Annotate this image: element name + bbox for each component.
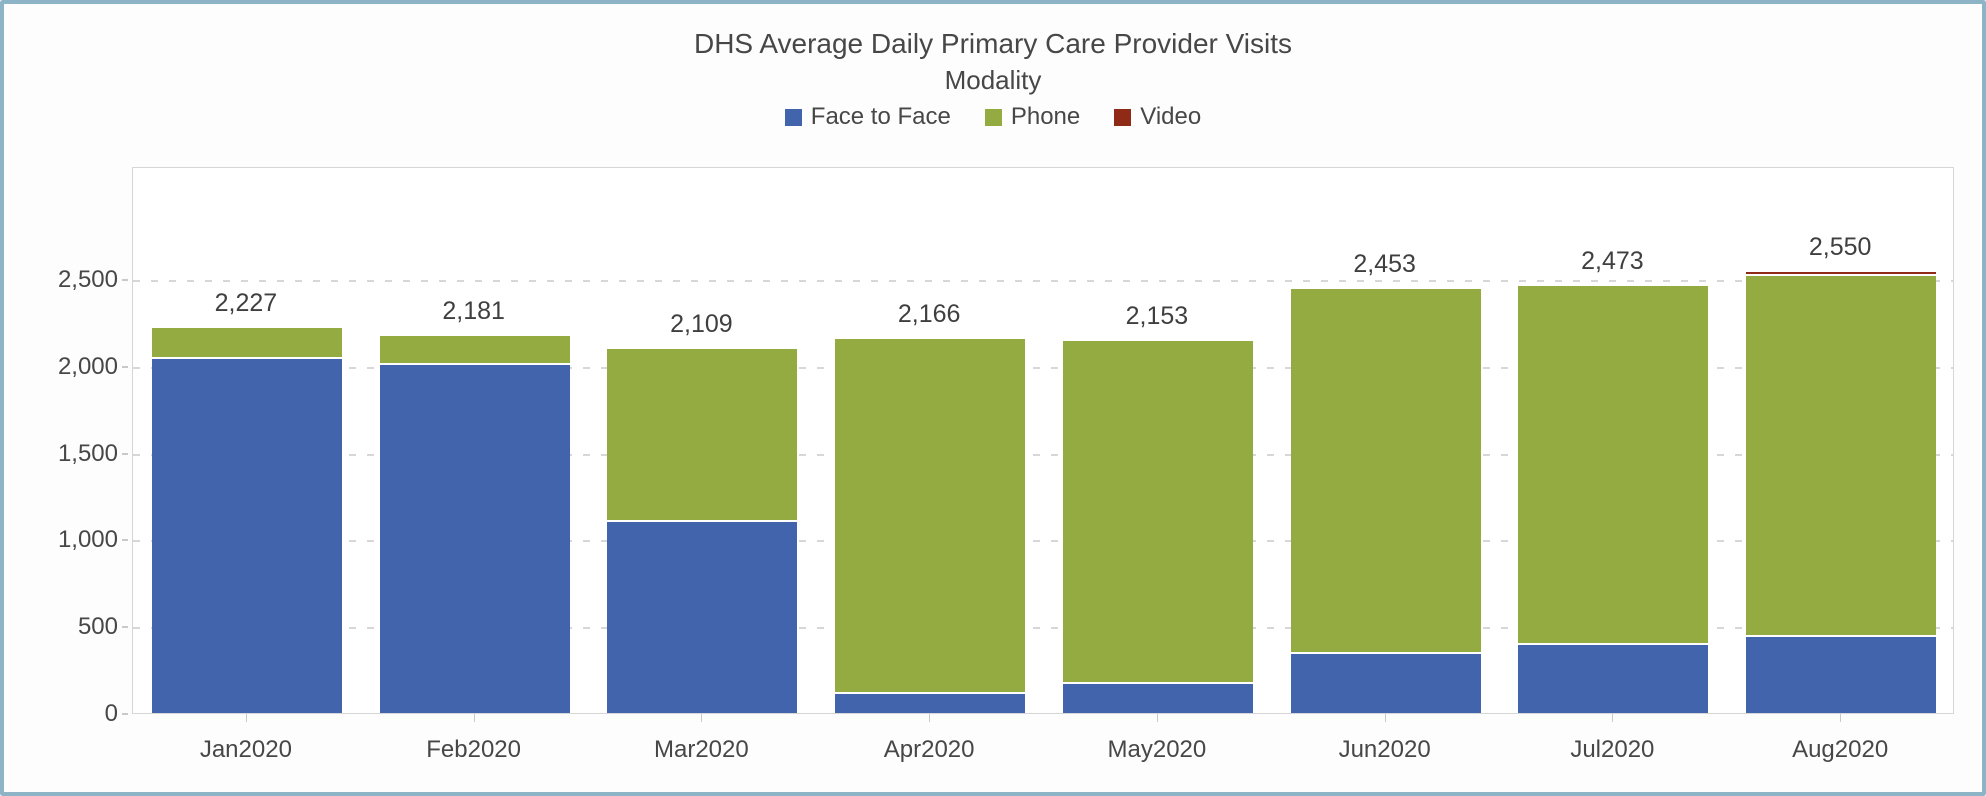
bar-total-label: 2,453 [1353, 250, 1416, 279]
bar-segment-face-to-face [1746, 637, 1937, 713]
bar-total-label: 2,166 [897, 299, 961, 328]
bar-segment-face-to-face [835, 694, 1026, 713]
x-tick-mark [1612, 714, 1614, 722]
bar-segment-face-to-face [607, 522, 798, 713]
legend-swatch-icon [784, 108, 802, 126]
bar-Mar2020 [607, 349, 798, 713]
bar-segment-phone [835, 339, 1026, 692]
plot-area [132, 167, 1954, 714]
legend-item-face-to-face: Face to Face [784, 103, 951, 131]
gridline-1500 [133, 453, 1953, 456]
x-tick-label: Apr2020 [883, 736, 975, 763]
x-tick-mark [1840, 714, 1842, 722]
bar-segment-face-to-face [379, 365, 570, 713]
gridline-500 [133, 627, 1953, 630]
y-tick-label: 1,000 [57, 526, 118, 554]
y-tick-label: 1,500 [57, 439, 118, 467]
bar-total-label: 2,473 [1581, 246, 1644, 275]
y-tick-label: 500 [77, 613, 118, 641]
bar-Feb2020 [379, 336, 570, 713]
gridline-2000 [133, 366, 1953, 369]
y-tick-mark [122, 539, 131, 542]
chart-header: DHS Average Daily Primary Care Provider … [4, 4, 1982, 131]
chart-legend: Face to Face Phone Video [4, 103, 1982, 131]
bar-segment-phone [379, 336, 570, 363]
chart-title: DHS Average Daily Primary Care Provider … [693, 28, 1293, 59]
bar-segment-video [1746, 272, 1937, 274]
legend-label: Face to Face [810, 103, 951, 130]
x-tick-label: Jul2020 [1570, 736, 1655, 763]
y-tick-mark [122, 452, 131, 455]
x-tick-label: May2020 [1107, 736, 1207, 763]
x-tick-mark [245, 714, 247, 722]
legend-item-video: Video [1114, 103, 1201, 131]
gridline-2500 [133, 279, 1953, 282]
bar-segment-phone [1062, 341, 1253, 682]
y-tick-mark [122, 713, 131, 715]
bar-total-label: 2,109 [670, 309, 733, 338]
y-tick-mark [122, 626, 131, 629]
x-tick-label: Jan2020 [199, 736, 292, 763]
bar-Aug2020 [1746, 272, 1937, 713]
x-tick-label: Aug2020 [1792, 736, 1889, 763]
bar-segment-phone [1518, 286, 1709, 643]
x-tick-mark [929, 714, 931, 722]
x-tick-label: Jun2020 [1338, 736, 1431, 763]
bar-Jul2020 [1518, 286, 1709, 713]
y-tick-label: 2,500 [57, 265, 118, 293]
x-tick-mark [1384, 714, 1386, 722]
x-tick-label: Mar2020 [654, 736, 749, 763]
x-tick-mark [1156, 714, 1158, 722]
y-tick-label: 2,000 [57, 352, 118, 380]
bar-segment-face-to-face [1062, 684, 1253, 713]
y-tick-label: 0 [104, 700, 118, 727]
bar-total-label: 2,227 [214, 289, 278, 318]
bar-segment-face-to-face [1290, 654, 1481, 713]
gridline-1000 [133, 540, 1953, 543]
bar-segment-face-to-face [1518, 645, 1709, 713]
x-tick-mark [701, 714, 703, 722]
legend-swatch-icon [984, 108, 1002, 126]
bar-segment-phone [607, 349, 798, 520]
legend-label: Phone [1010, 103, 1081, 130]
bar-total-label: 2,181 [442, 297, 505, 326]
bar-segment-phone [1290, 289, 1481, 652]
bar-segment-face-to-face [151, 359, 342, 713]
x-tick-mark [473, 714, 475, 722]
y-tick-mark [122, 365, 131, 368]
legend-item-phone: Phone [984, 103, 1081, 131]
bar-segment-phone [1746, 276, 1937, 635]
bar-segment-phone [151, 328, 342, 357]
x-tick-label: Feb2020 [426, 736, 521, 763]
bar-Apr2020 [835, 339, 1026, 713]
bar-May2020 [1062, 341, 1253, 713]
bar-Jan2020 [151, 328, 342, 713]
y-tick-mark [122, 278, 131, 281]
bar-total-label: 2,550 [1808, 233, 1872, 262]
legend-title: Modality [944, 65, 1042, 95]
legend-swatch-icon [1114, 108, 1132, 126]
bar-total-label: 2,153 [1125, 302, 1189, 331]
bar-Jun2020 [1290, 289, 1481, 713]
legend-label: Video [1140, 103, 1202, 130]
